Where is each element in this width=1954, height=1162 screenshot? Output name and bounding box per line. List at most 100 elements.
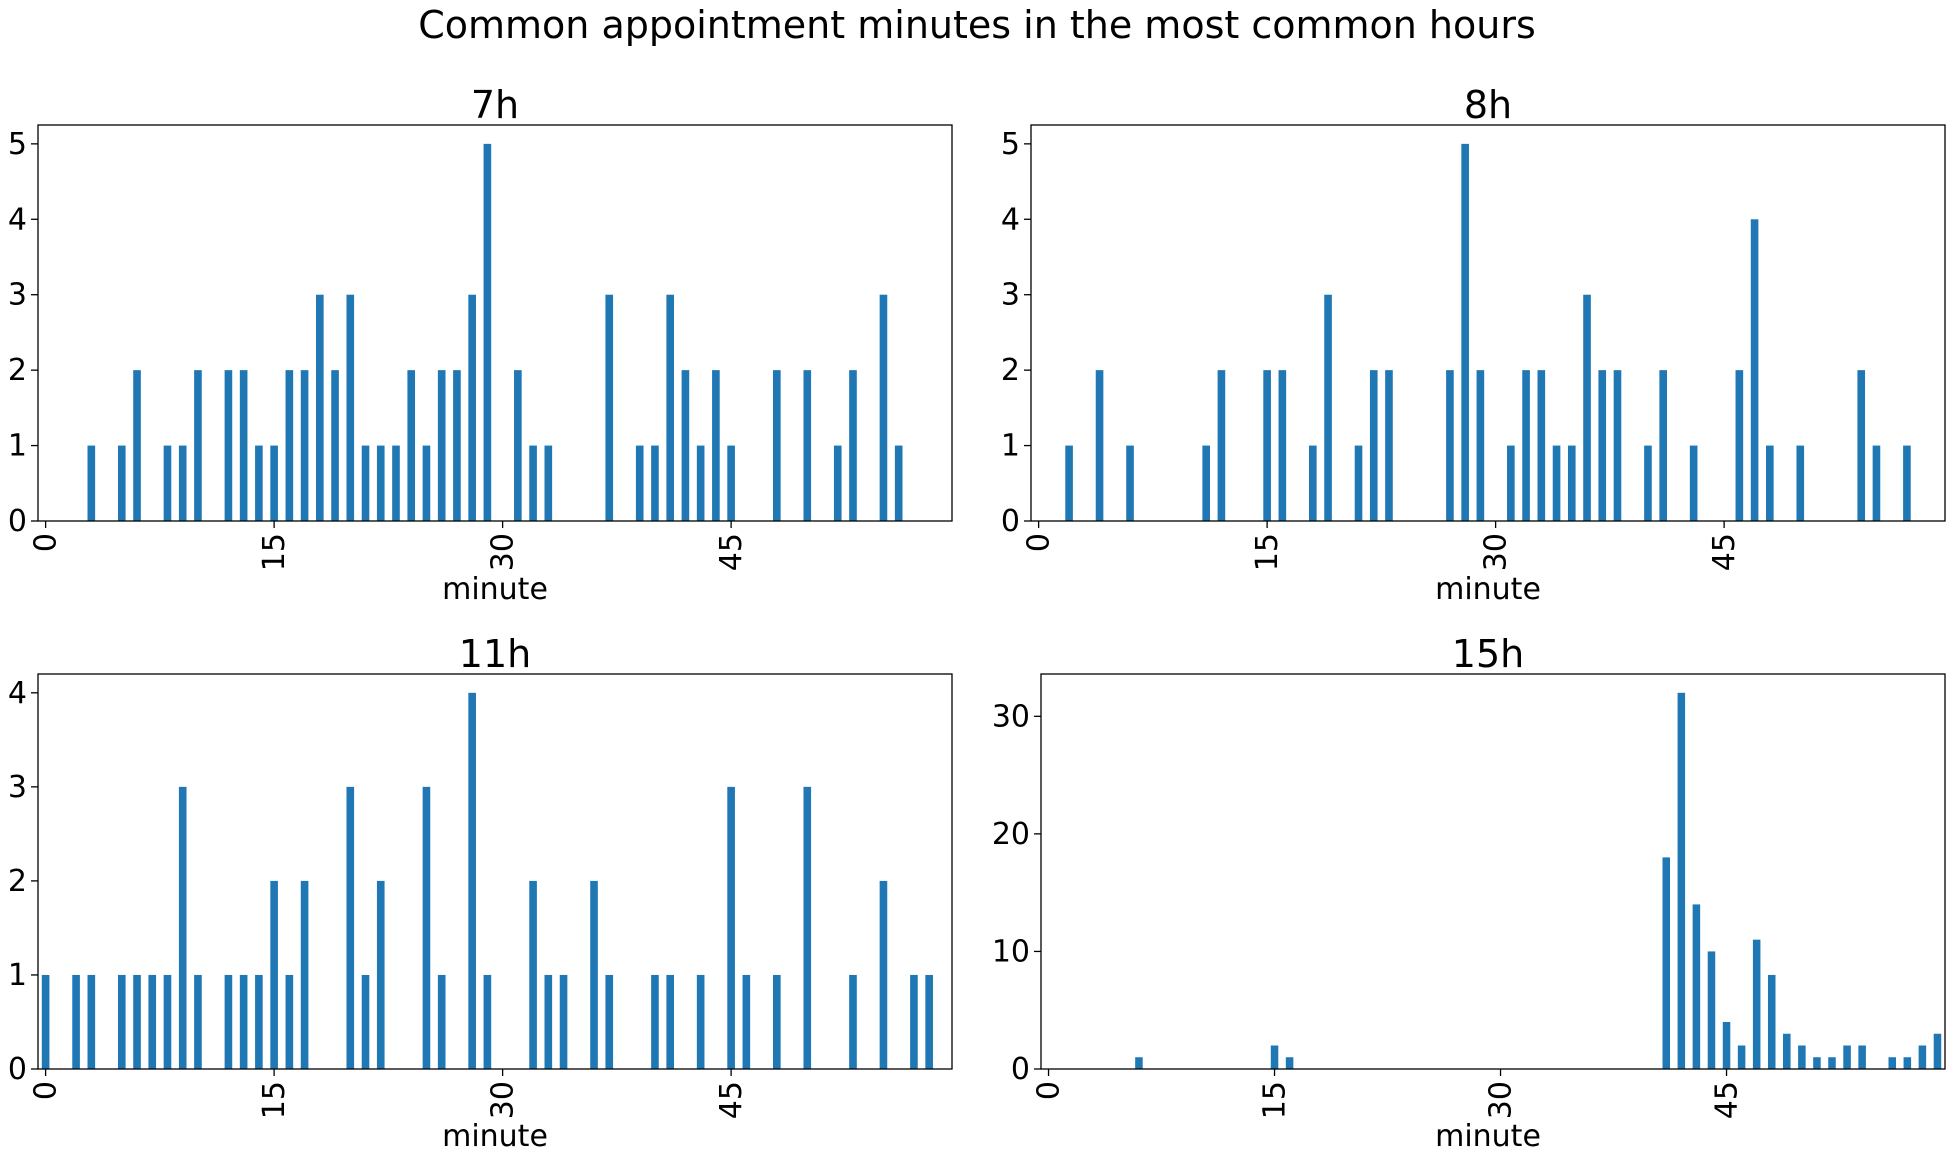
bar-7h-minute-3 [87, 445, 96, 521]
bar-7h-minute-28 [468, 294, 476, 521]
bar-11h-minute-8 [163, 974, 172, 1069]
bar-8h-minute-23 [1385, 370, 1393, 521]
bar-7h-minute-19 [331, 370, 339, 521]
bar-7h-minute-50 [803, 370, 812, 521]
y-tick-label-11h-3: 3 [8, 770, 27, 805]
bar-15h-minute-47 [1752, 939, 1761, 1069]
bar-11h-minute-9 [178, 786, 187, 1069]
y-tick-label-8h-5: 5 [1001, 127, 1020, 162]
bar-11h-minute-32 [529, 880, 537, 1069]
bar-15h-minute-53 [1843, 1045, 1851, 1069]
bar-11h-minute-16 [285, 974, 294, 1069]
bar-8h-minute-29 [1476, 370, 1485, 521]
ticks-11h: 0 1 2 3 4 0 15 30 45 [8, 676, 749, 1119]
bar-11h-minute-10 [194, 974, 202, 1069]
bar-8h-minute-22 [1369, 370, 1378, 521]
bar-8h-minute-28 [1461, 143, 1469, 522]
y-tick-label-8h-0: 0 [1001, 504, 1020, 539]
bar-15h-minute-56 [1888, 1057, 1897, 1069]
bar-8h-minute-12 [1217, 370, 1226, 521]
subplot-15h: 15h 0 10 20 30 0 15 30 45 minute [992, 632, 1946, 1154]
bar-8h-minute-34 [1552, 445, 1561, 521]
x-axis-label-7h: minute [442, 572, 548, 607]
bar-7h-minute-22 [376, 445, 385, 521]
bar-7h-minute-56 [894, 445, 903, 521]
bar-7h-minute-10 [194, 370, 202, 521]
bar-8h-minute-41 [1659, 370, 1667, 521]
bar-7h-minute-42 [681, 370, 690, 521]
x-tick-label-11h-15: 15 [257, 1081, 292, 1119]
bar-7h-minute-16 [285, 370, 294, 521]
bar-8h-minute-40 [1644, 445, 1652, 521]
x-tick-label-7h-15: 15 [257, 533, 292, 571]
y-tick-label-11h-2: 2 [8, 864, 27, 899]
bar-11h-minute-40 [651, 974, 659, 1069]
x-tick-label-8h-45: 45 [1707, 533, 1742, 571]
x-tick-label-7h-0: 0 [29, 533, 64, 552]
bar-8h-minute-36 [1583, 294, 1591, 521]
bars-11h [41, 692, 933, 1069]
y-tick-label-7h-4: 4 [8, 202, 27, 237]
bar-11h-minute-46 [742, 974, 751, 1069]
y-tick-label-8h-4: 4 [1001, 202, 1020, 237]
bar-8h-minute-6 [1126, 445, 1134, 521]
bar-11h-minute-45 [727, 786, 735, 1069]
plot-frame-15h [1040, 673, 1946, 1070]
x-tick-label-15h-0: 0 [1032, 1081, 1067, 1100]
bar-7h-minute-37 [605, 294, 614, 521]
bars-15h [1135, 692, 1942, 1069]
y-tick-label-15h-0: 0 [1011, 1052, 1030, 1087]
bar-8h-minute-33 [1537, 370, 1546, 521]
bar-8h-minute-57 [1903, 445, 1911, 521]
bar-8h-minute-19 [1324, 294, 1332, 521]
x-tick-label-8h-30: 30 [1479, 533, 1514, 571]
x-tick-label-11h-45: 45 [714, 1081, 749, 1119]
y-tick-label-15h-10: 10 [992, 934, 1030, 969]
bar-11h-minute-22 [376, 880, 385, 1069]
bar-11h-minute-21 [361, 974, 370, 1069]
bar-7h-minute-12 [224, 370, 233, 521]
bar-15h-minute-45 [1722, 1021, 1731, 1069]
bar-7h-minute-45 [727, 445, 735, 521]
x-axis-label-8h: minute [1435, 572, 1541, 607]
bar-11h-minute-41 [666, 974, 674, 1069]
bar-8h-minute-21 [1354, 445, 1363, 521]
bar-7h-minute-25 [422, 445, 431, 521]
bar-8h-minute-16 [1278, 370, 1287, 521]
bar-15h-minute-6 [1135, 1057, 1143, 1069]
bar-7h-minute-15 [270, 445, 278, 521]
bar-15h-minute-41 [1662, 857, 1671, 1069]
bar-11h-minute-48 [773, 974, 781, 1069]
bar-8h-minute-11 [1202, 445, 1210, 521]
bar-11h-minute-15 [270, 880, 278, 1069]
y-tick-label-11h-1: 1 [8, 958, 27, 993]
bar-8h-minute-37 [1598, 370, 1607, 521]
y-tick-label-8h-2: 2 [1001, 353, 1020, 388]
bar-11h-minute-57 [910, 974, 918, 1069]
y-tick-label-8h-3: 3 [1001, 278, 1020, 313]
bar-8h-minute-54 [1857, 370, 1866, 521]
bar-7h-minute-18 [316, 294, 324, 521]
subplot-title-7h: 7h [471, 83, 519, 127]
bar-11h-minute-2 [72, 974, 80, 1069]
bar-11h-minute-13 [239, 974, 248, 1069]
bar-15h-minute-52 [1828, 1057, 1836, 1069]
bar-8h-minute-50 [1796, 445, 1805, 521]
bar-7h-minute-6 [133, 370, 141, 521]
bar-15h-minute-58 [1918, 1045, 1927, 1069]
bar-11h-minute-53 [849, 974, 857, 1069]
x-axis-label-11h: minute [442, 1119, 548, 1154]
bar-11h-minute-29 [483, 974, 492, 1069]
bar-11h-minute-5 [117, 974, 126, 1069]
bar-7h-minute-52 [833, 445, 842, 521]
plot-frame-8h [1030, 124, 1946, 522]
bar-11h-minute-3 [87, 974, 96, 1069]
bar-7h-minute-53 [849, 370, 857, 521]
bar-8h-minute-31 [1507, 445, 1515, 521]
bar-11h-minute-37 [605, 974, 614, 1069]
bar-11h-minute-43 [696, 974, 705, 1069]
bar-8h-minute-4 [1095, 370, 1104, 521]
